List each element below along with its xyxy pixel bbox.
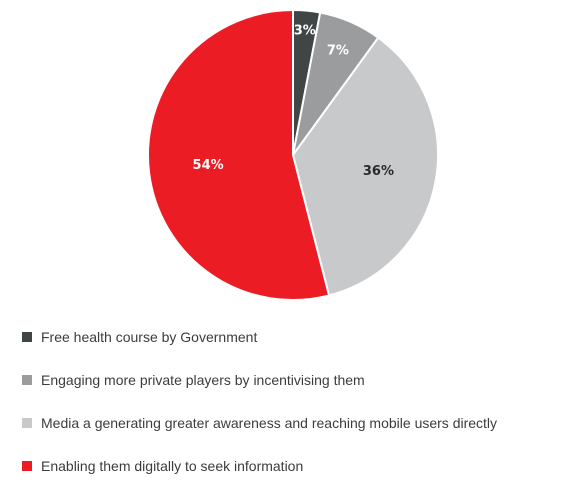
legend-label: Free health course by Government — [41, 329, 258, 345]
legend-swatch-mid-gray — [22, 375, 32, 385]
legend-label: Enabling them digitally to seek informat… — [41, 458, 304, 474]
slice-value-label-3: 36% — [363, 164, 394, 179]
legend-item-free-health-course: Free health course by Government — [22, 326, 497, 348]
legend-swatch-red — [22, 461, 32, 471]
pie-slice-4 — [147, 8, 331, 301]
pie-chart: 3% 7% 36% 54% — [147, 8, 439, 301]
legend-item-private-players: Engaging more private players by incenti… — [22, 369, 497, 391]
legend-item-digital-enablement: Enabling them digitally to seek informat… — [22, 455, 497, 477]
chart-legend: Free health course by Government Engagin… — [22, 326, 497, 498]
legend-swatch-dark-gray — [22, 332, 32, 342]
legend-label: Media a generating greater awareness and… — [41, 415, 498, 431]
legend-item-media-awareness: Media a generating greater awareness and… — [22, 412, 497, 434]
slice-value-label-4: 54% — [193, 158, 224, 173]
pie-slice-3 — [291, 36, 439, 297]
slice-value-label-2: 7% — [327, 44, 349, 59]
legend-swatch-light-gray — [22, 418, 32, 428]
legend-label: Engaging more private players by incenti… — [41, 372, 365, 388]
slice-value-label-1: 3% — [294, 23, 316, 38]
